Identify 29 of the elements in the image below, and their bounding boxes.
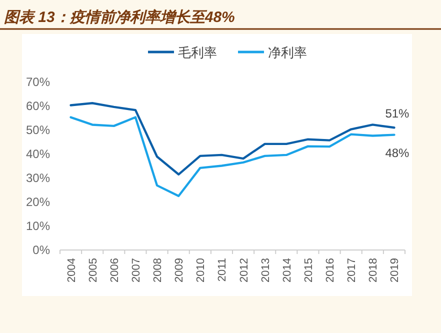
x-tick-label: 2005 — [87, 258, 100, 282]
x-tick-label: 2004 — [66, 258, 78, 282]
x-tick-label: 2011 — [216, 258, 229, 282]
x-tick-label: 2014 — [281, 258, 294, 282]
legend-label: 毛利率 — [178, 45, 217, 60]
x-tick-label: 2015 — [302, 258, 315, 282]
legend-label: 净利率 — [268, 45, 307, 60]
x-tick-label: 2019 — [389, 258, 402, 282]
annotation: 51% — [385, 106, 410, 121]
chart-title: 图表 13：疫情前净利率增长至48% — [4, 8, 235, 26]
x-tick-label: 2009 — [174, 258, 186, 282]
x-tick-label: 2016 — [324, 258, 337, 282]
y-tick-label: 0% — [32, 243, 50, 257]
y-tick-label: 50% — [26, 123, 50, 137]
x-tick-label: 2008 — [152, 258, 164, 282]
y-tick-label: 70% — [26, 75, 50, 89]
y-tick-label: 20% — [26, 195, 50, 209]
x-tick-label: 2006 — [108, 258, 121, 282]
x-tick-label: 2017 — [346, 258, 358, 282]
y-tick-label: 40% — [26, 147, 50, 161]
x-tick-label: 2012 — [238, 258, 250, 282]
y-tick-label: 60% — [26, 99, 50, 113]
x-tick-label: 2013 — [260, 258, 272, 282]
x-tick-label: 2018 — [368, 258, 380, 282]
x-tick-label: 2010 — [195, 258, 208, 282]
annotation: 48% — [385, 146, 410, 160]
x-tick-label: 2007 — [130, 258, 142, 282]
y-tick-label: 10% — [26, 219, 50, 233]
y-tick-label: 30% — [26, 171, 50, 185]
